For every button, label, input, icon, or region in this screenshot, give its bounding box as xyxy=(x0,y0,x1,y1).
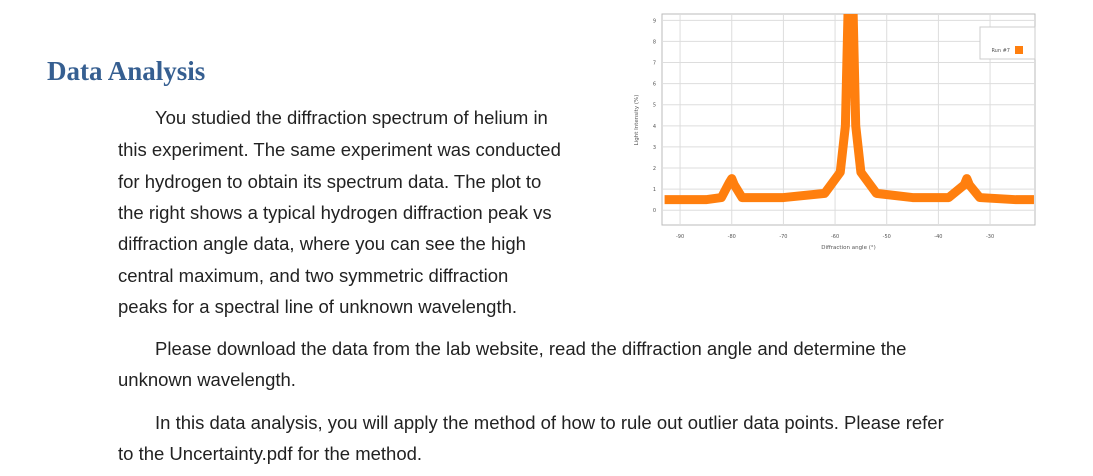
x-tick-label: -70 xyxy=(779,234,787,240)
text-line: unknown wavelength. xyxy=(118,369,296,390)
chart: 0 1 2 3 4 5 6 7 8 9 -90 -80 -70 -60 -50 -40 -30 Diffracti… xyxy=(634,13,1036,251)
text-line: You studied the diffraction spectrum of … xyxy=(155,107,548,128)
text-line: In this data analysis, you will apply th… xyxy=(155,412,944,433)
x-tick-label: -60 xyxy=(831,234,839,240)
y-tick-label: 6 xyxy=(653,82,656,88)
text-line: for hydrogen to obtain its spectrum data… xyxy=(118,171,542,192)
y-tick-label: 7 xyxy=(653,61,656,67)
text-line: this experiment. The same experiment was… xyxy=(118,139,561,160)
text-line: peaks for a spectral line of unknown wav… xyxy=(118,296,518,317)
legend-label: Run #7 xyxy=(991,48,1010,54)
y-tick-label: 0 xyxy=(653,208,656,214)
text-line: Please download the data from the lab we… xyxy=(155,338,907,359)
y-tick-label: 4 xyxy=(653,124,656,130)
y-tick-label: 1 xyxy=(653,187,656,193)
y-tick-label: 8 xyxy=(653,39,656,45)
x-tick-label: -30 xyxy=(986,234,994,240)
legend-box xyxy=(979,26,1036,60)
y-tick-label: 3 xyxy=(653,145,656,151)
text-line: the right shows a typical hydrogen diffr… xyxy=(118,202,552,223)
y-tick-label: 5 xyxy=(653,103,656,109)
y-tick-label: 9 xyxy=(653,18,656,24)
text-line: diffraction angle data, where you can se… xyxy=(118,233,526,254)
text-line: central maximum, and two symmetric diffr… xyxy=(118,265,509,286)
x-tick-label: -90 xyxy=(676,234,684,240)
text-line: to the Uncertainty.pdf for the method. xyxy=(118,443,423,464)
x-tick-label: -40 xyxy=(934,234,942,240)
legend-swatch xyxy=(1015,46,1023,54)
y-axis-label: Light Intensity (%) xyxy=(634,95,640,146)
y-tick-label: 2 xyxy=(653,166,656,172)
x-tick-label: -80 xyxy=(728,234,736,240)
heading: Data Analysis xyxy=(47,56,206,86)
x-axis-label: Diffraction angle (°) xyxy=(821,245,876,251)
x-tick-label: -50 xyxy=(883,234,891,240)
spectrum-line xyxy=(664,14,1034,205)
